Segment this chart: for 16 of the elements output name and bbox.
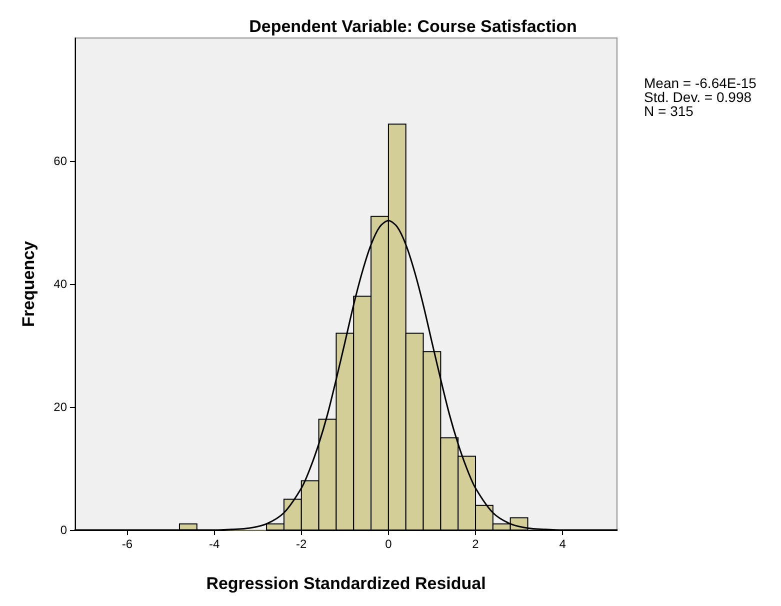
y-tick-label: 0 xyxy=(60,523,68,537)
x-tick-label: 2 xyxy=(472,537,480,551)
text: Std. Dev. = 0.998 xyxy=(644,89,752,105)
y-tick-label: 40 xyxy=(54,277,68,291)
x-tick-label: -6 xyxy=(122,537,133,551)
x-tick-label: -2 xyxy=(296,537,308,551)
y-tick-label: 60 xyxy=(54,154,68,168)
text: N = 315 xyxy=(644,103,694,119)
x-tick-label: -4 xyxy=(208,537,220,551)
y-tick-label: 20 xyxy=(54,400,68,414)
chart-title: Dependent Variable: Course Satisfaction xyxy=(249,17,577,36)
x-tick-label: 4 xyxy=(559,537,566,551)
x-axis-title: Regression Standardized Residual xyxy=(206,574,486,593)
text: Mean = -6.64E-15 xyxy=(644,75,757,91)
x-tick-label: 0 xyxy=(385,537,392,551)
y-axis-title: Frequency xyxy=(19,240,38,327)
